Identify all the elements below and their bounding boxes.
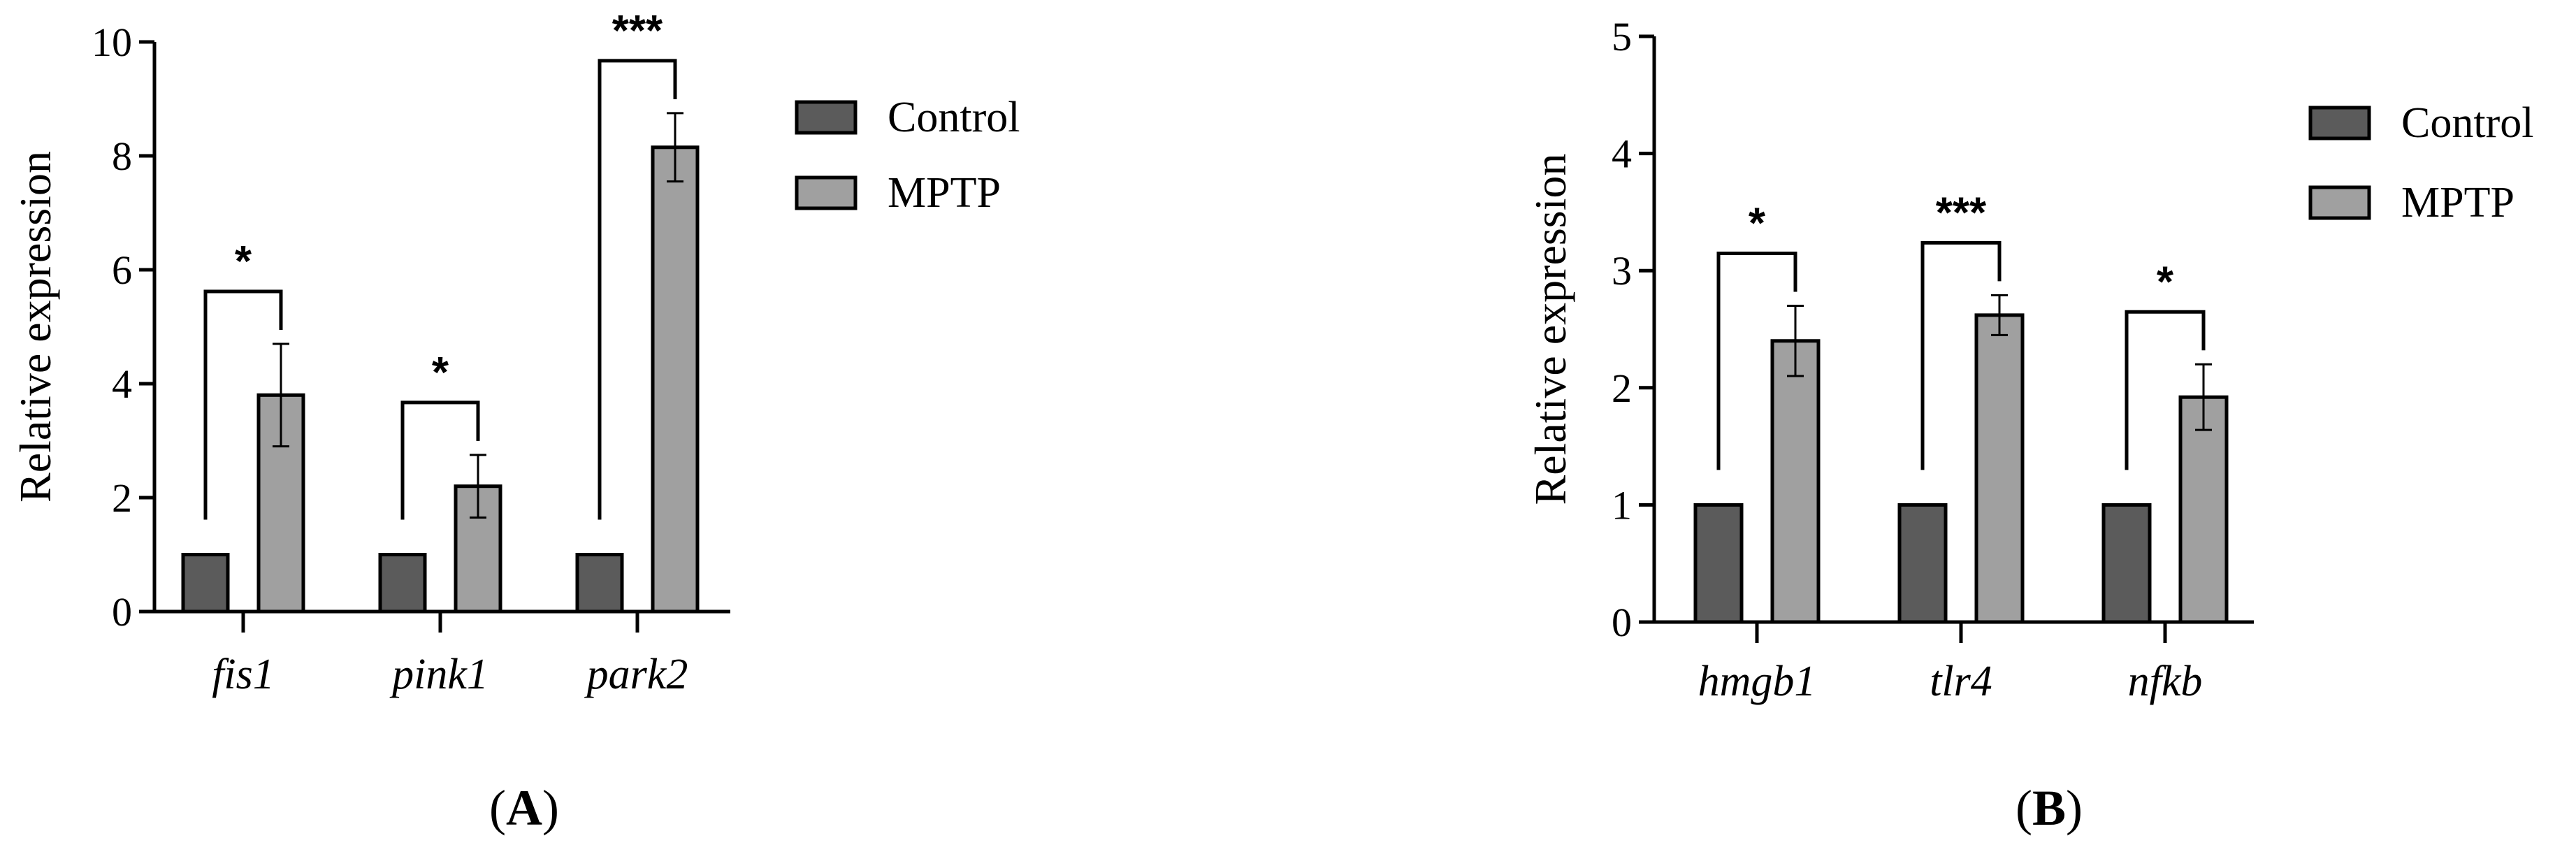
significance-label: *** <box>612 7 663 55</box>
y-axis-label: Relative expression <box>10 151 60 503</box>
significance-label: * <box>1749 199 1766 247</box>
bar-mptp <box>1974 313 2025 624</box>
legend-swatch <box>795 100 858 135</box>
significance-label: * <box>2157 258 2174 306</box>
legend-label: Control <box>2401 99 2533 147</box>
bar-control <box>378 553 427 614</box>
legend-label: Control <box>888 94 1020 141</box>
significance-bracket <box>1920 240 2002 470</box>
y-tick-label: 0 <box>112 589 132 635</box>
significance-bracket <box>598 59 677 520</box>
y-tick-label: 8 <box>112 133 132 179</box>
y-tick-label: 5 <box>1612 14 1632 59</box>
y-tick-label: 4 <box>1612 131 1632 177</box>
panel-label: (A) <box>489 780 559 836</box>
y-tick-label: 3 <box>1612 248 1632 294</box>
significance-bracket <box>1716 251 1797 470</box>
x-tick-label: nfkb <box>2128 658 2203 705</box>
chart-panel-b: 0 1 2 3 4 5 Relative expression hmgb1 * tlr4 *** nf… <box>1526 14 2533 836</box>
legend-label: MPTP <box>888 169 1001 217</box>
x-tick-label: hmgb1 <box>1698 658 1816 705</box>
bar-control <box>2101 503 2152 624</box>
y-tick-label: 2 <box>112 475 132 521</box>
y-tick-label: 10 <box>92 20 132 65</box>
significance-bracket <box>2125 310 2206 470</box>
y-tick-label: 2 <box>1612 366 1632 411</box>
y-tick-label: 0 <box>1612 600 1632 645</box>
y-axis-label: Relative expression <box>1526 154 1575 505</box>
bar-mptp <box>2178 395 2229 624</box>
legend-swatch <box>2308 106 2371 140</box>
x-tick-label: pink1 <box>389 651 489 698</box>
legend-swatch <box>795 175 858 210</box>
chart-panel-a: 0 2 4 6 8 10 Relative expression fis1 * pink1 * par… <box>10 7 1020 836</box>
bar-control <box>575 553 624 614</box>
y-tick-label: 6 <box>112 247 132 293</box>
significance-bracket <box>203 289 283 520</box>
legend-label: MPTP <box>2401 179 2515 226</box>
significance-label: * <box>432 349 449 397</box>
bar-mptp <box>651 145 700 614</box>
x-tick-label: park2 <box>584 651 688 698</box>
bar-control <box>181 553 230 614</box>
y-tick-label: 4 <box>112 361 132 407</box>
x-tick-label: fis1 <box>212 651 275 698</box>
bar-control <box>1897 503 1948 624</box>
legend-swatch <box>2308 185 2371 220</box>
significance-label: * <box>235 238 252 286</box>
significance-bracket <box>400 400 480 520</box>
bar-mptp <box>1770 339 1821 624</box>
panel-label: (B) <box>2016 780 2083 836</box>
significance-label: *** <box>1936 189 1987 237</box>
y-tick-label: 1 <box>1612 482 1632 528</box>
x-tick-label: tlr4 <box>1930 658 1992 705</box>
bar-control <box>1693 503 1744 624</box>
